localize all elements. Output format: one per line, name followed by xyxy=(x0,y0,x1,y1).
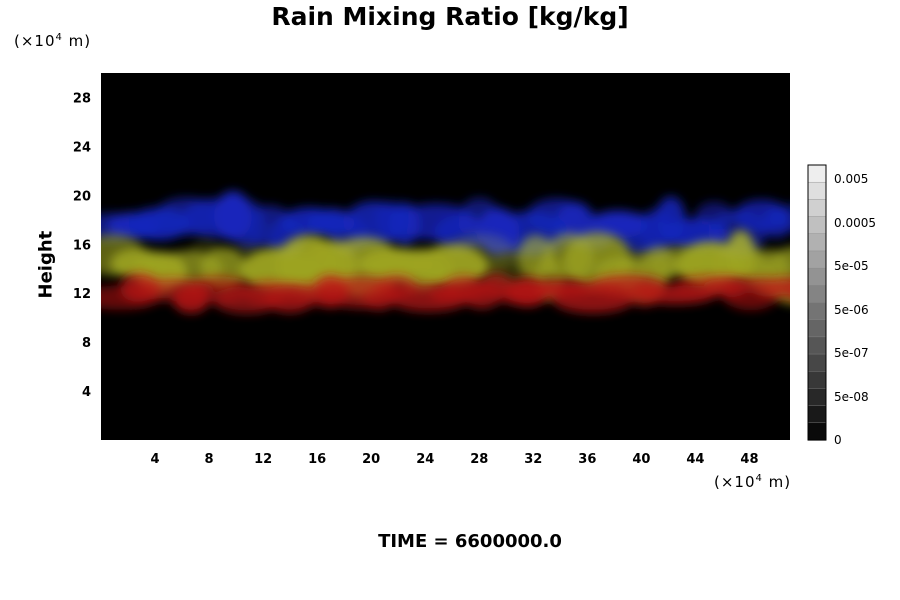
colorbar-label: 5e-07 xyxy=(834,346,869,360)
x-tick-label: 32 xyxy=(524,452,542,467)
x-tick-label: 28 xyxy=(470,452,488,467)
y-tick-label: 4 xyxy=(82,385,91,400)
colorbar-level xyxy=(807,199,827,218)
layer-blob xyxy=(768,276,790,299)
x-tick-label: 4 xyxy=(151,452,160,467)
colorbar-level xyxy=(807,319,827,338)
colorbar-level xyxy=(807,233,827,252)
x-tick-label: 20 xyxy=(362,452,380,467)
colorbar-label: 5e-08 xyxy=(834,390,869,404)
colorbar-level xyxy=(807,422,827,441)
x-tick-label: 12 xyxy=(254,452,272,467)
colorbar-label: 0 xyxy=(834,433,842,447)
y-tick-label: 20 xyxy=(73,189,91,204)
y-tick-label: 28 xyxy=(73,91,91,106)
colorbar-level xyxy=(807,285,827,304)
x-tick-label: 44 xyxy=(686,452,704,467)
layer-band xyxy=(101,273,790,314)
colorbar-level xyxy=(807,181,827,201)
x-axis-unit: (×104 m) xyxy=(714,473,792,491)
y-tick-label: 24 xyxy=(73,140,91,155)
colorbar-level xyxy=(807,302,827,321)
colorbar-level xyxy=(807,267,827,287)
colorbar-level xyxy=(807,353,827,372)
colorbar-level xyxy=(807,388,827,407)
y-tick-label: 16 xyxy=(73,238,91,253)
x-tick-label: 8 xyxy=(205,452,214,467)
colorbar-label: 0.005 xyxy=(834,172,868,186)
y-axis-unit: (×104 m) xyxy=(14,32,92,50)
chart-title: Rain Mixing Ratio [kg/kg] xyxy=(271,2,629,31)
y-tick-label: 12 xyxy=(73,287,91,302)
x-tick-label: 48 xyxy=(740,452,758,467)
layer-blob xyxy=(768,204,790,232)
x-tick-label: 16 xyxy=(308,452,326,467)
colorbar-level xyxy=(807,371,827,390)
colorbar-level xyxy=(807,336,827,355)
layer-blob xyxy=(787,284,790,297)
x-tick-label: 24 xyxy=(416,452,434,467)
colorbar-level xyxy=(807,216,827,235)
colorbar-level xyxy=(807,405,827,424)
time-label: TIME = 6600000.0 xyxy=(378,531,562,552)
colorbar-level xyxy=(807,164,827,183)
colorbar-label: 5e-05 xyxy=(834,259,869,273)
y-tick-label: 8 xyxy=(82,336,91,351)
x-tick-label: 40 xyxy=(632,452,650,467)
colorbar-level xyxy=(807,250,827,269)
colorbar-label: 5e-06 xyxy=(834,303,869,317)
x-tick-label: 36 xyxy=(578,452,596,467)
colorbar-label: 0.0005 xyxy=(834,216,876,230)
